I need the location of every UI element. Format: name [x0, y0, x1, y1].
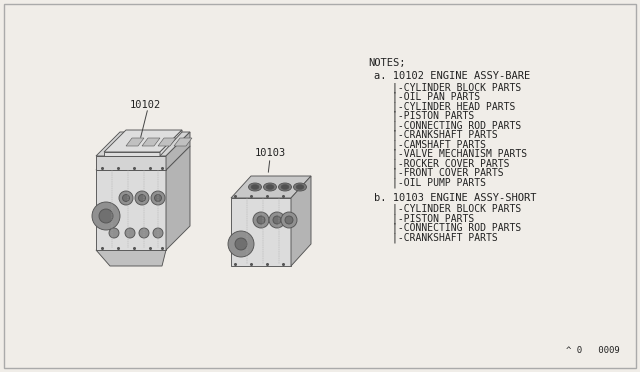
Circle shape — [269, 212, 285, 228]
Polygon shape — [231, 176, 311, 198]
Text: |-CYLINDER HEAD PARTS: |-CYLINDER HEAD PARTS — [392, 101, 515, 112]
Circle shape — [92, 202, 120, 230]
Ellipse shape — [251, 185, 259, 189]
Polygon shape — [96, 146, 190, 170]
Polygon shape — [174, 138, 192, 146]
Polygon shape — [96, 132, 190, 156]
Polygon shape — [158, 138, 176, 146]
Polygon shape — [126, 138, 144, 146]
Ellipse shape — [281, 185, 289, 189]
Text: |-CRANKSHAFT PARTS: |-CRANKSHAFT PARTS — [392, 232, 498, 243]
Polygon shape — [104, 152, 160, 156]
Text: 10102: 10102 — [130, 100, 161, 110]
Text: |-OIL PAN PARTS: |-OIL PAN PARTS — [392, 92, 480, 102]
Circle shape — [154, 195, 161, 202]
Text: NOTES;: NOTES; — [368, 58, 406, 68]
Text: |-CONNECTING ROD PARTS: |-CONNECTING ROD PARTS — [392, 222, 521, 233]
Text: ^ 0   0009: ^ 0 0009 — [566, 346, 620, 355]
Circle shape — [253, 212, 269, 228]
Ellipse shape — [266, 185, 274, 189]
Polygon shape — [104, 130, 182, 152]
Polygon shape — [166, 132, 190, 170]
Circle shape — [138, 195, 145, 202]
Circle shape — [228, 231, 254, 257]
Text: |-CAMSHAFT PARTS: |-CAMSHAFT PARTS — [392, 139, 486, 150]
Circle shape — [151, 191, 165, 205]
Text: |-OIL PUMP PARTS: |-OIL PUMP PARTS — [392, 177, 486, 187]
Circle shape — [122, 195, 129, 202]
Ellipse shape — [278, 183, 291, 191]
Circle shape — [99, 209, 113, 223]
Ellipse shape — [296, 185, 304, 189]
Text: |-VALVE MECHANISM PARTS: |-VALVE MECHANISM PARTS — [392, 148, 527, 159]
Polygon shape — [291, 176, 311, 266]
Polygon shape — [96, 250, 166, 266]
Polygon shape — [96, 156, 166, 170]
Text: |-CYLINDER BLOCK PARTS: |-CYLINDER BLOCK PARTS — [392, 203, 521, 214]
Polygon shape — [96, 170, 166, 250]
Text: |-CONNECTING ROD PARTS: |-CONNECTING ROD PARTS — [392, 120, 521, 131]
Circle shape — [109, 228, 119, 238]
Polygon shape — [166, 146, 190, 250]
Text: 10103: 10103 — [255, 148, 286, 158]
Circle shape — [281, 212, 297, 228]
Text: |-PISTON PARTS: |-PISTON PARTS — [392, 110, 474, 121]
Circle shape — [235, 238, 247, 250]
Text: b. 10103 ENGINE ASSY-SHORT: b. 10103 ENGINE ASSY-SHORT — [374, 192, 536, 202]
Text: |-PISTON PARTS: |-PISTON PARTS — [392, 213, 474, 224]
Ellipse shape — [248, 183, 262, 191]
Circle shape — [285, 216, 293, 224]
Circle shape — [139, 228, 149, 238]
Text: |-FRONT COVER PARTS: |-FRONT COVER PARTS — [392, 167, 504, 178]
Text: |-CYLINDER BLOCK PARTS: |-CYLINDER BLOCK PARTS — [392, 82, 521, 93]
Circle shape — [257, 216, 265, 224]
Circle shape — [273, 216, 281, 224]
Polygon shape — [142, 138, 160, 146]
Ellipse shape — [294, 183, 307, 191]
Ellipse shape — [264, 183, 276, 191]
Circle shape — [135, 191, 149, 205]
Text: |-ROCKER COVER PARTS: |-ROCKER COVER PARTS — [392, 158, 509, 169]
Circle shape — [125, 228, 135, 238]
Circle shape — [153, 228, 163, 238]
Text: |-CRANKSHAFT PARTS: |-CRANKSHAFT PARTS — [392, 129, 498, 140]
Polygon shape — [231, 198, 291, 266]
Circle shape — [119, 191, 133, 205]
Text: a. 10102 ENGINE ASSY-BARE: a. 10102 ENGINE ASSY-BARE — [374, 71, 531, 81]
Polygon shape — [160, 130, 182, 156]
